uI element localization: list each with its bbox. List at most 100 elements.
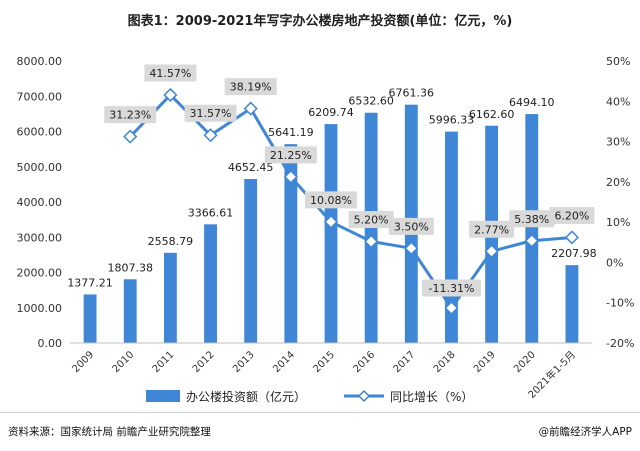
growth-label-text: 31.57% <box>190 107 232 120</box>
left-tick-label: 3000.00 <box>17 231 63 244</box>
bar-value-label: 2207.98 <box>551 247 597 260</box>
legend-bar-label: 办公楼投资额（亿元） <box>186 389 306 404</box>
growth-label-box <box>184 104 237 122</box>
growth-label-box <box>509 210 555 228</box>
growth-marker <box>283 169 298 184</box>
growth-marker <box>484 244 499 259</box>
left-tick-label: 5000.00 <box>17 161 63 174</box>
bar <box>324 124 338 344</box>
chart-title: 图表1：2009-2021年写字办公楼房地产投资额(单位：亿元，%) <box>127 14 513 29</box>
growth-marker <box>123 129 138 144</box>
growth-label-text: 21.25% <box>270 149 312 162</box>
footer: 资料来源：国家统计局 前瞻产业研究院整理 @前瞻经济学人APP <box>8 424 632 442</box>
growth-label-text: 2.77% <box>474 223 509 236</box>
right-axis: -20% -10% 0% 10% 20% 30% 40% 50% <box>606 55 634 350</box>
left-tick-label: 0.00 <box>38 337 63 350</box>
growth-marker <box>163 87 178 103</box>
x-tick-label: 2015 <box>311 349 337 375</box>
bar-value-label: 3366.61 <box>188 206 234 219</box>
growth-label-box <box>421 279 481 297</box>
growth-marker <box>444 300 459 316</box>
line-labels: 31.23% 41.57% 31.57% 38.19% 21.25% 10.08%5.20… <box>104 64 595 297</box>
growth-label: 3.50% <box>388 217 434 235</box>
growth-line <box>123 87 579 316</box>
right-tick-label: 20% <box>606 176 630 189</box>
growth-label: 31.23% <box>104 106 157 124</box>
bar-value-label: 2558.79 <box>148 235 194 248</box>
left-axis: 0.00 1000.00 2000.00 3000.00 4000.00 5000.00 6… <box>17 55 63 350</box>
growth-label-text: 10.08% <box>310 194 352 207</box>
x-tick-label: 2017 <box>392 349 418 375</box>
right-tick-label: 30% <box>606 136 630 149</box>
growth-marker <box>243 101 258 116</box>
legend-line-label: 同比增长（%） <box>390 390 473 404</box>
growth-label: 21.25% <box>264 146 317 164</box>
growth-label-text: 3.50% <box>394 220 429 233</box>
growth-label: 2.77% <box>469 220 515 238</box>
brand-credit: @前瞻经济学人APP <box>538 426 632 438</box>
bar-value-label: 6761.36 <box>389 87 435 100</box>
growth-label-box <box>549 206 595 224</box>
bar <box>244 179 258 343</box>
growth-label: -11.31% <box>421 279 481 297</box>
growth-marker <box>404 241 419 256</box>
growth-label: 5.38% <box>509 210 555 228</box>
left-tick-label: 6000.00 <box>17 126 63 139</box>
right-tick-label: -10% <box>606 297 634 310</box>
bar <box>204 224 217 343</box>
right-tick-label: 50% <box>606 55 630 68</box>
bar-value-label: 4652.45 <box>228 161 274 174</box>
growth-label: 6.20% <box>549 206 595 224</box>
growth-marker <box>564 230 579 245</box>
bar-value-label: 6532.60 <box>348 95 394 108</box>
bar-value-label: 5996.33 <box>429 114 475 127</box>
x-tick-label: 2020 <box>512 349 538 375</box>
growth-label: 5.20% <box>348 210 394 228</box>
growth-label-text: -11.31% <box>429 282 475 295</box>
x-tick-label: 2019 <box>472 349 498 375</box>
bar <box>163 252 177 343</box>
bar-value-label: 1807.38 <box>107 261 153 274</box>
growth-label: 10.08% <box>305 191 357 209</box>
bar-value-label: 5641.19 <box>268 126 314 139</box>
growth-marker <box>203 128 218 143</box>
growth-label-box <box>264 146 317 164</box>
bar-value-label: 6494.10 <box>509 96 555 109</box>
bar-value-label: 1377.21 <box>67 276 113 289</box>
growth-label-text: 31.23% <box>109 109 151 122</box>
x-tick-label: 2018 <box>432 349 458 375</box>
left-tick-label: 7000.00 <box>17 90 63 103</box>
right-tick-label: -20% <box>606 337 634 350</box>
growth-label-text: 41.57% <box>149 67 191 80</box>
growth-label: 31.57% <box>184 104 237 122</box>
right-tick-label: 10% <box>606 216 630 229</box>
growth-label-box <box>104 106 157 124</box>
footer-divider <box>0 412 640 413</box>
growth-label-text: 5.38% <box>514 213 549 226</box>
bar-value-label: 6162.60 <box>469 108 515 121</box>
x-tick-label: 2009 <box>70 349 96 375</box>
left-tick-label: 1000.00 <box>17 302 63 315</box>
legend: 办公楼投资额（亿元） 同比增长（%） <box>146 389 473 404</box>
growth-label: 38.19% <box>224 78 277 96</box>
growth-line-path <box>129 93 573 310</box>
growth-marker <box>323 214 339 229</box>
growth-label-box <box>305 191 357 209</box>
x-tick-label: 2010 <box>111 349 137 375</box>
growth-label-text: 5.20% <box>354 213 389 226</box>
x-tick-label: 2011 <box>151 349 177 375</box>
growth-label-box <box>224 78 277 96</box>
growth-label-box <box>348 210 394 228</box>
growth-label: 41.57% <box>144 64 197 82</box>
legend-line-marker <box>357 389 371 403</box>
bar <box>83 294 97 343</box>
bar-labels: 1377.21 1807.38 2558.79 3366.61 4652.45 5641.… <box>67 87 596 290</box>
growth-marker <box>364 234 379 249</box>
legend-bar-swatch <box>146 390 180 402</box>
bar-value-label: 6209.74 <box>308 106 354 119</box>
growth-label-box <box>469 220 515 238</box>
growth-label-text: 38.19% <box>230 81 272 94</box>
bar <box>525 114 539 343</box>
right-tick-label: 0% <box>606 256 623 269</box>
